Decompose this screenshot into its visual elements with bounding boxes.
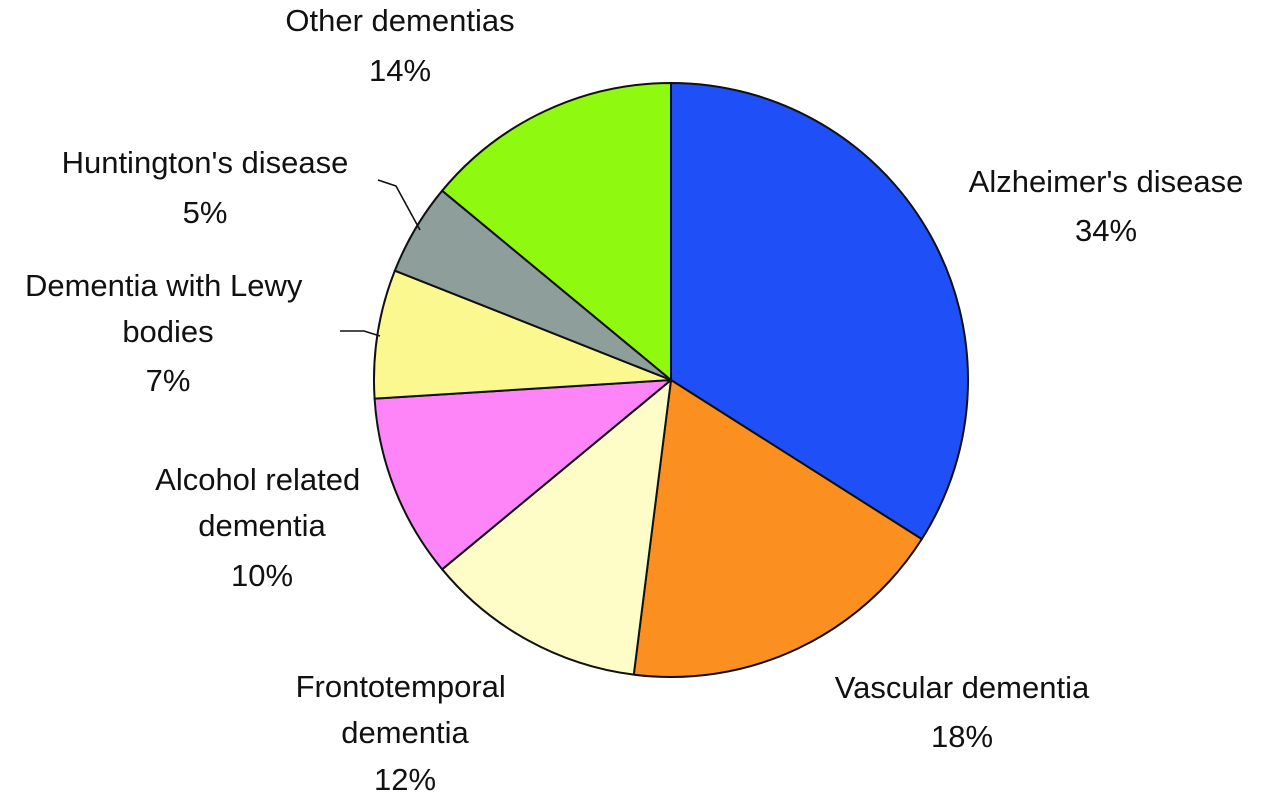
slice-label-lewy-line2: bodies [122,314,213,349]
slice-value-other: 14% [369,53,431,88]
slice-label-huntingtons: Huntington's disease [62,145,349,180]
slice-label-alcohol-line2: dementia [198,508,326,543]
pie-slice-alcohol-related-dementia [373,379,672,571]
slice-label-frontotemporal: Frontotemporal dementia [296,669,515,750]
slice-value-huntingtons: 5% [183,195,228,230]
leader-line-lewy [340,330,381,337]
slice-value-alcohol: 10% [231,558,293,593]
leader-line-huntingtons [377,179,421,231]
slice-value-lewy: 7% [146,363,191,398]
slice-value-alzheimers: 34% [1075,213,1137,248]
slice-label-alzheimers: Alzheimer's disease [969,164,1244,199]
slice-label-frontotemporal-line2: dementia [341,715,469,750]
pie-slice-alzheimer-s-disease [670,82,970,541]
leader-lines [340,179,421,337]
slice-label-lewy-line1: Dementia with Lewy [25,268,303,303]
slice-label-alcohol-line1: Alcohol related [155,462,360,497]
slice-value-frontotemporal: 12% [374,762,436,797]
pie-slices [373,82,970,678]
slice-label-lewy: Dementia with Lewy bodies [25,268,311,349]
slice-label-alcohol: Alcohol related dementia [155,462,369,543]
slice-label-other: Other dementias [285,3,514,38]
slice-label-frontotemporal-line1: Frontotemporal [296,669,506,704]
pie-slice-other-dementias [441,82,672,381]
pie-slice-dementia-with-lewy-bodies [373,269,672,400]
pie-slice-vascular-dementia [632,379,923,678]
slice-label-vascular: Vascular dementia [835,670,1090,705]
pie-slice-frontotemporal-dementia [441,379,672,676]
slice-value-vascular: 18% [931,719,993,754]
